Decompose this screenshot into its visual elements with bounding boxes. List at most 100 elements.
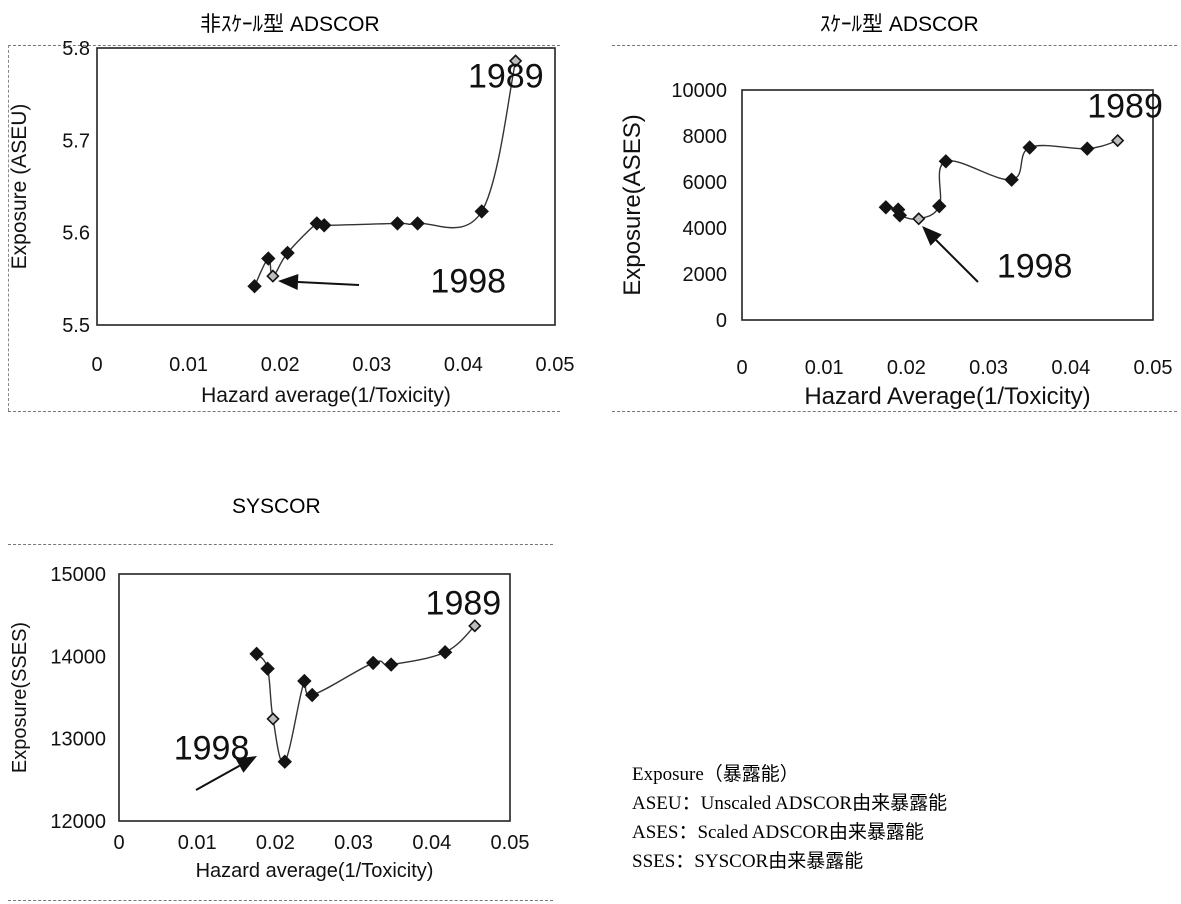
data-point	[304, 687, 320, 703]
data-point	[932, 198, 947, 214]
x-tick-label: 0.02	[887, 357, 926, 379]
y-tick-label: 5.6	[62, 223, 90, 245]
panel1-bottom-border	[8, 411, 560, 412]
y-tick-label: 2000	[683, 264, 728, 286]
y-tick-label: 13000	[50, 729, 106, 751]
arrow-line	[195, 764, 241, 791]
data-point	[410, 216, 425, 231]
arrow-head	[278, 273, 299, 290]
x-tick-label: 0.02	[256, 832, 295, 854]
data-point	[938, 154, 954, 169]
x-tick-label: 0.03	[969, 357, 1008, 379]
arrow-head	[235, 756, 257, 773]
x-axis-label: Hazard average(1/Toxicity)	[201, 384, 451, 407]
x-axis-label: Hazard Average(1/Toxicity)	[804, 383, 1090, 410]
plot-area	[96, 47, 556, 326]
annotation-label: 1998	[174, 729, 250, 767]
y-axis-label: Exposure(SSES)	[9, 622, 31, 773]
panel1-left-border	[8, 45, 9, 411]
y-tick-label: 5.5	[62, 315, 90, 337]
annotation-label: 1989	[426, 584, 502, 622]
chart2-title: ｽｹｰﾙ型 ADSCOR	[820, 13, 979, 36]
y-tick-label: 4000	[683, 218, 728, 240]
annotation-label: 1989	[1087, 88, 1163, 126]
x-tick-label: 0.01	[805, 357, 844, 379]
data-point	[280, 245, 295, 261]
x-tick-label: 0.05	[491, 832, 530, 854]
x-tick-label: 0.05	[536, 354, 575, 376]
series-line	[885, 139, 1118, 220]
data-point	[249, 646, 264, 662]
chart2: 0 0.01 0.02 0.03 0.04 0.05 0 2000 4000 6000 8000 10…	[619, 80, 1173, 410]
data-point	[260, 661, 275, 676]
panel3-bottom-border	[8, 900, 553, 901]
x-tick-label: 0.02	[261, 354, 300, 376]
data-point	[316, 218, 332, 233]
data-point	[1111, 133, 1125, 148]
panel2-top-border	[612, 45, 1177, 46]
x-tick-label: 0.01	[178, 832, 217, 854]
series-line	[256, 625, 476, 764]
x-tick-label: 0.04	[444, 354, 483, 376]
data-point	[266, 712, 280, 726]
data-point	[390, 216, 405, 231]
y-tick-label: 12000	[50, 811, 106, 833]
annotation-label: 1989	[468, 58, 544, 96]
data-point	[468, 619, 482, 633]
y-axis-label: Exposure(ASES)	[619, 114, 646, 295]
note-line-4: SSES：SYSCOR由来暴露能	[632, 851, 864, 872]
x-tick-label: 0.03	[352, 354, 391, 376]
annotation-label: 1998	[430, 263, 506, 301]
x-axis-label: Hazard average(1/Toxicity)	[196, 860, 434, 882]
arrow-head	[922, 226, 942, 246]
data-point	[297, 673, 312, 689]
chart1-title: 非ｽｹｰﾙ型 ADSCOR	[200, 13, 380, 36]
x-tick-label: 0.03	[334, 832, 373, 854]
y-tick-label: 6000	[683, 172, 728, 194]
y-tick-label: 15000	[50, 564, 106, 586]
plot-area	[118, 573, 511, 822]
y-tick-label: 8000	[683, 126, 728, 148]
plot-area	[741, 89, 1154, 321]
panel3-top-border	[8, 544, 553, 545]
data-point	[1080, 141, 1095, 156]
chart3: 0 0.01 0.02 0.03 0.04 0.05 12000 13000 14000 1500…	[9, 564, 530, 882]
annotation-label: 1998	[997, 247, 1073, 285]
note-line-3: ASES：Scaled ADSCOR由来暴露能	[632, 822, 924, 843]
data-point	[474, 204, 489, 219]
x-tick-label: 0.01	[169, 354, 208, 376]
data-point	[508, 54, 523, 68]
data-point	[1022, 140, 1037, 155]
note-line-2: ASEU：Unscaled ADSCOR由来暴露能	[632, 793, 948, 814]
data-point	[878, 200, 894, 215]
data-point	[1004, 172, 1019, 187]
panel1-top-border	[8, 45, 560, 46]
data-point	[437, 645, 453, 660]
data-point	[365, 655, 381, 671]
data-point	[383, 657, 399, 672]
arrow-line	[297, 280, 360, 286]
data-point	[912, 212, 926, 226]
data-point	[266, 269, 280, 283]
x-tick-label: 0	[91, 354, 102, 376]
data-point	[247, 279, 262, 294]
note-line-1: Exposure（暴露能）	[632, 764, 799, 785]
x-tick-label: 0.04	[412, 832, 451, 854]
y-tick-label: 10000	[671, 80, 727, 102]
x-tick-label: 0.05	[1134, 357, 1173, 379]
y-tick-label: 5.8	[62, 38, 90, 60]
x-tick-label: 0	[736, 357, 747, 379]
data-point	[277, 754, 292, 769]
arrow-line	[935, 239, 979, 283]
chart3-title: SYSCOR	[232, 495, 321, 518]
y-tick-label: 14000	[50, 646, 106, 668]
y-axis-label: Exposure (ASEU)	[8, 104, 31, 270]
chart1: 0 0.01 0.02 0.03 0.04 0.05 5.5 5.6 5.7 5.8 Hazard …	[8, 38, 575, 407]
panel2-bottom-border	[612, 411, 1177, 412]
y-tick-label: 5.7	[62, 130, 90, 152]
data-point	[261, 251, 276, 266]
x-tick-label: 0	[113, 832, 124, 854]
x-tick-label: 0.04	[1051, 357, 1090, 379]
legend-notes: Exposure（暴露能） ASEU：Unscaled ADSCOR由来暴露能 …	[632, 760, 947, 876]
data-point	[892, 208, 908, 223]
